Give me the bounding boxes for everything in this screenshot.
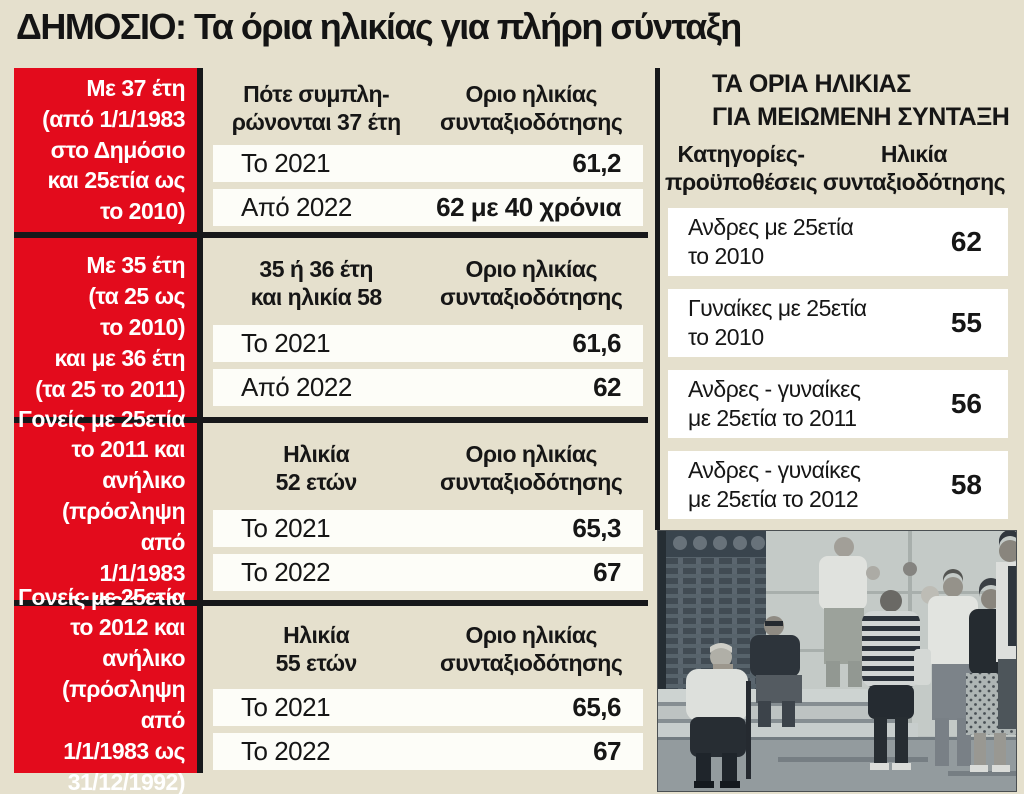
reduced-pension-headers: Κατηγορίες- προϋποθέσεις Ηλικία συνταξιο… xyxy=(662,140,1008,196)
condition-label: Γυναίκες με 25ετία το 2010 xyxy=(688,295,867,350)
list-item: Γυναίκες με 25ετία το 2010 55 xyxy=(668,289,1008,357)
reduced-pension-title: ΤΑ ΟΡΙΑ ΗΛΙΚΙΑΣ ΓΙΑ ΜΕΙΩΜΕΝΗ ΣΥΝΤΑΞΗ xyxy=(712,70,1010,131)
condition-label: Ανδρες - γυναίκες με 25ετία το 2011 xyxy=(688,376,861,431)
year-label: Το 2021 xyxy=(241,692,331,722)
person-standing-man-white-shirt xyxy=(819,537,867,687)
horizontal-divider xyxy=(14,417,648,423)
age-column-header: Ηλικία συνταξιοδότησης xyxy=(822,141,1006,196)
group-content: Ηλικία 55 ετών Οριο ηλικίας συνταξιοδότη… xyxy=(203,606,648,773)
year-label: Το 2021 xyxy=(241,148,331,178)
full-pension-group-1: Με 37 έτη (από 1/1/1983 στο Δημόσιο και … xyxy=(14,68,648,232)
year-label: Το 2022 xyxy=(241,557,331,587)
vertical-divider xyxy=(197,606,203,773)
year-label: Από 2022 xyxy=(241,192,352,222)
age-value: 67 xyxy=(593,557,621,587)
age-value: 61,6 xyxy=(572,328,621,358)
table-row: Το 2021 61,2 xyxy=(213,145,643,182)
year-label: Το 2022 xyxy=(241,736,331,766)
iron-gate xyxy=(666,531,766,689)
limit-column-header: Οριο ηλικίας συνταξιοδότησης xyxy=(440,440,623,495)
table-row: Το 2022 67 xyxy=(213,733,643,770)
horizontal-divider xyxy=(14,600,648,606)
group-header: 35 ή 36 έτη και ηλικία 58 Οριο ηλικίας σ… xyxy=(213,248,643,318)
condition-label: Ανδρες - γυναίκες με 25ετία το 2012 xyxy=(688,457,861,512)
reduced-pension-cards: Ανδρες με 25ετία το 2010 62 Γυναίκες με … xyxy=(668,208,1008,532)
age-value: 58 xyxy=(950,469,982,500)
condition-label: Ανδρες με 25ετία το 2010 xyxy=(688,214,854,269)
panel-divider xyxy=(655,68,660,530)
horizontal-divider xyxy=(14,232,648,238)
limit-column-header: Οριο ηλικίας συνταξιοδότησης xyxy=(440,621,623,676)
group-header: Ηλικία 52 ετών Οριο ηλικίας συνταξιοδότη… xyxy=(213,433,643,503)
vertical-divider xyxy=(197,68,203,232)
year-label: Το 2021 xyxy=(241,513,331,543)
pensioners-queue-photo xyxy=(657,530,1017,792)
table-row: Το 2022 67 xyxy=(213,554,643,591)
full-pension-group-2: Με 35 έτη (τα 25 ως το 2010) και με 36 έ… xyxy=(14,238,648,417)
when-column-header: Ηλικία 52 ετών xyxy=(275,440,358,495)
photo-tint xyxy=(658,531,1016,791)
when-column-header: Πότε συμπλη- ρώνονται 37 έτη xyxy=(231,80,402,135)
category-label: Με 35 έτη (τα 25 ως το 2010) και με 36 έ… xyxy=(14,238,197,417)
table-row: Από 2022 62 με 40 χρόνια xyxy=(213,189,643,226)
age-value: 56 xyxy=(950,388,982,419)
list-item: Ανδρες με 25ετία το 2010 62 xyxy=(668,208,1008,276)
table-row: Από 2022 62 xyxy=(213,369,643,406)
infographic-title: ΔΗΜΟΣΙΟ: Τα όρια ηλικίας για πλήρη σύντα… xyxy=(16,6,742,47)
limit-column-header: Οριο ηλικίας συνταξιοδότησης xyxy=(440,255,623,310)
background-head xyxy=(903,562,917,576)
categories-column-header: Κατηγορίες- προϋποθέσεις xyxy=(664,141,818,196)
age-value: 62 xyxy=(593,372,621,402)
age-value: 62 xyxy=(950,226,982,257)
full-pension-group-4: Γονείς με 25ετία το 2012 και ανήλικο (πρ… xyxy=(14,584,648,794)
table-row: Το 2021 65,6 xyxy=(213,689,643,726)
vertical-divider xyxy=(197,423,203,600)
age-value: 65,6 xyxy=(572,692,621,722)
group-content: Ηλικία 52 ετών Οριο ηλικίας συνταξιοδότη… xyxy=(203,423,648,600)
table-row: Το 2021 61,6 xyxy=(213,325,643,362)
year-label: Το 2021 xyxy=(241,328,331,358)
category-label: Με 37 έτη (από 1/1/1983 στο Δημόσιο και … xyxy=(14,68,197,232)
year-label: Από 2022 xyxy=(241,372,352,402)
when-column-header: 35 ή 36 έτη και ηλικία 58 xyxy=(250,255,383,310)
group-header: Πότε συμπλη- ρώνονται 37 έτη Οριο ηλικία… xyxy=(213,78,643,138)
age-value: 65,3 xyxy=(572,513,621,543)
background-head xyxy=(866,566,880,580)
age-value: 67 xyxy=(593,736,621,766)
person-seated-elderly-man xyxy=(686,643,751,788)
age-value: 62 με 40 χρόνια xyxy=(436,192,621,222)
age-value: 55 xyxy=(950,307,982,338)
list-item: Ανδρες - γυναίκες με 25ετία το 2011 56 xyxy=(668,370,1008,438)
limit-column-header: Οριο ηλικίας συνταξιοδότησης xyxy=(440,80,623,135)
person-man-far-right xyxy=(996,531,1016,729)
age-value: 61,2 xyxy=(572,148,621,178)
vertical-divider xyxy=(197,238,203,417)
group-header: Ηλικία 55 ετών Οριο ηλικίας συνταξιοδότη… xyxy=(213,616,643,682)
when-column-header: Ηλικία 55 ετών xyxy=(275,621,358,676)
group-content: Πότε συμπλη- ρώνονται 37 έτη Οριο ηλικία… xyxy=(203,68,648,232)
full-pension-group-3: Γονείς με 25ετία το 2011 και ανήλικο (πρ… xyxy=(14,406,648,617)
list-item: Ανδρες - γυναίκες με 25ετία το 2012 58 xyxy=(668,451,1008,519)
person-seated-man-dark-shirt xyxy=(750,616,802,727)
category-label: Γονείς με 25ετία το 2012 και ανήλικο (πρ… xyxy=(14,584,197,794)
group-content: 35 ή 36 έτη και ηλικία 58 Οριο ηλικίας σ… xyxy=(203,238,648,417)
person-woman-striped-shirt xyxy=(862,590,920,770)
category-label: Γονείς με 25ετία το 2011 και ανήλικο (πρ… xyxy=(14,406,197,617)
table-row: Το 2021 65,3 xyxy=(213,510,643,547)
